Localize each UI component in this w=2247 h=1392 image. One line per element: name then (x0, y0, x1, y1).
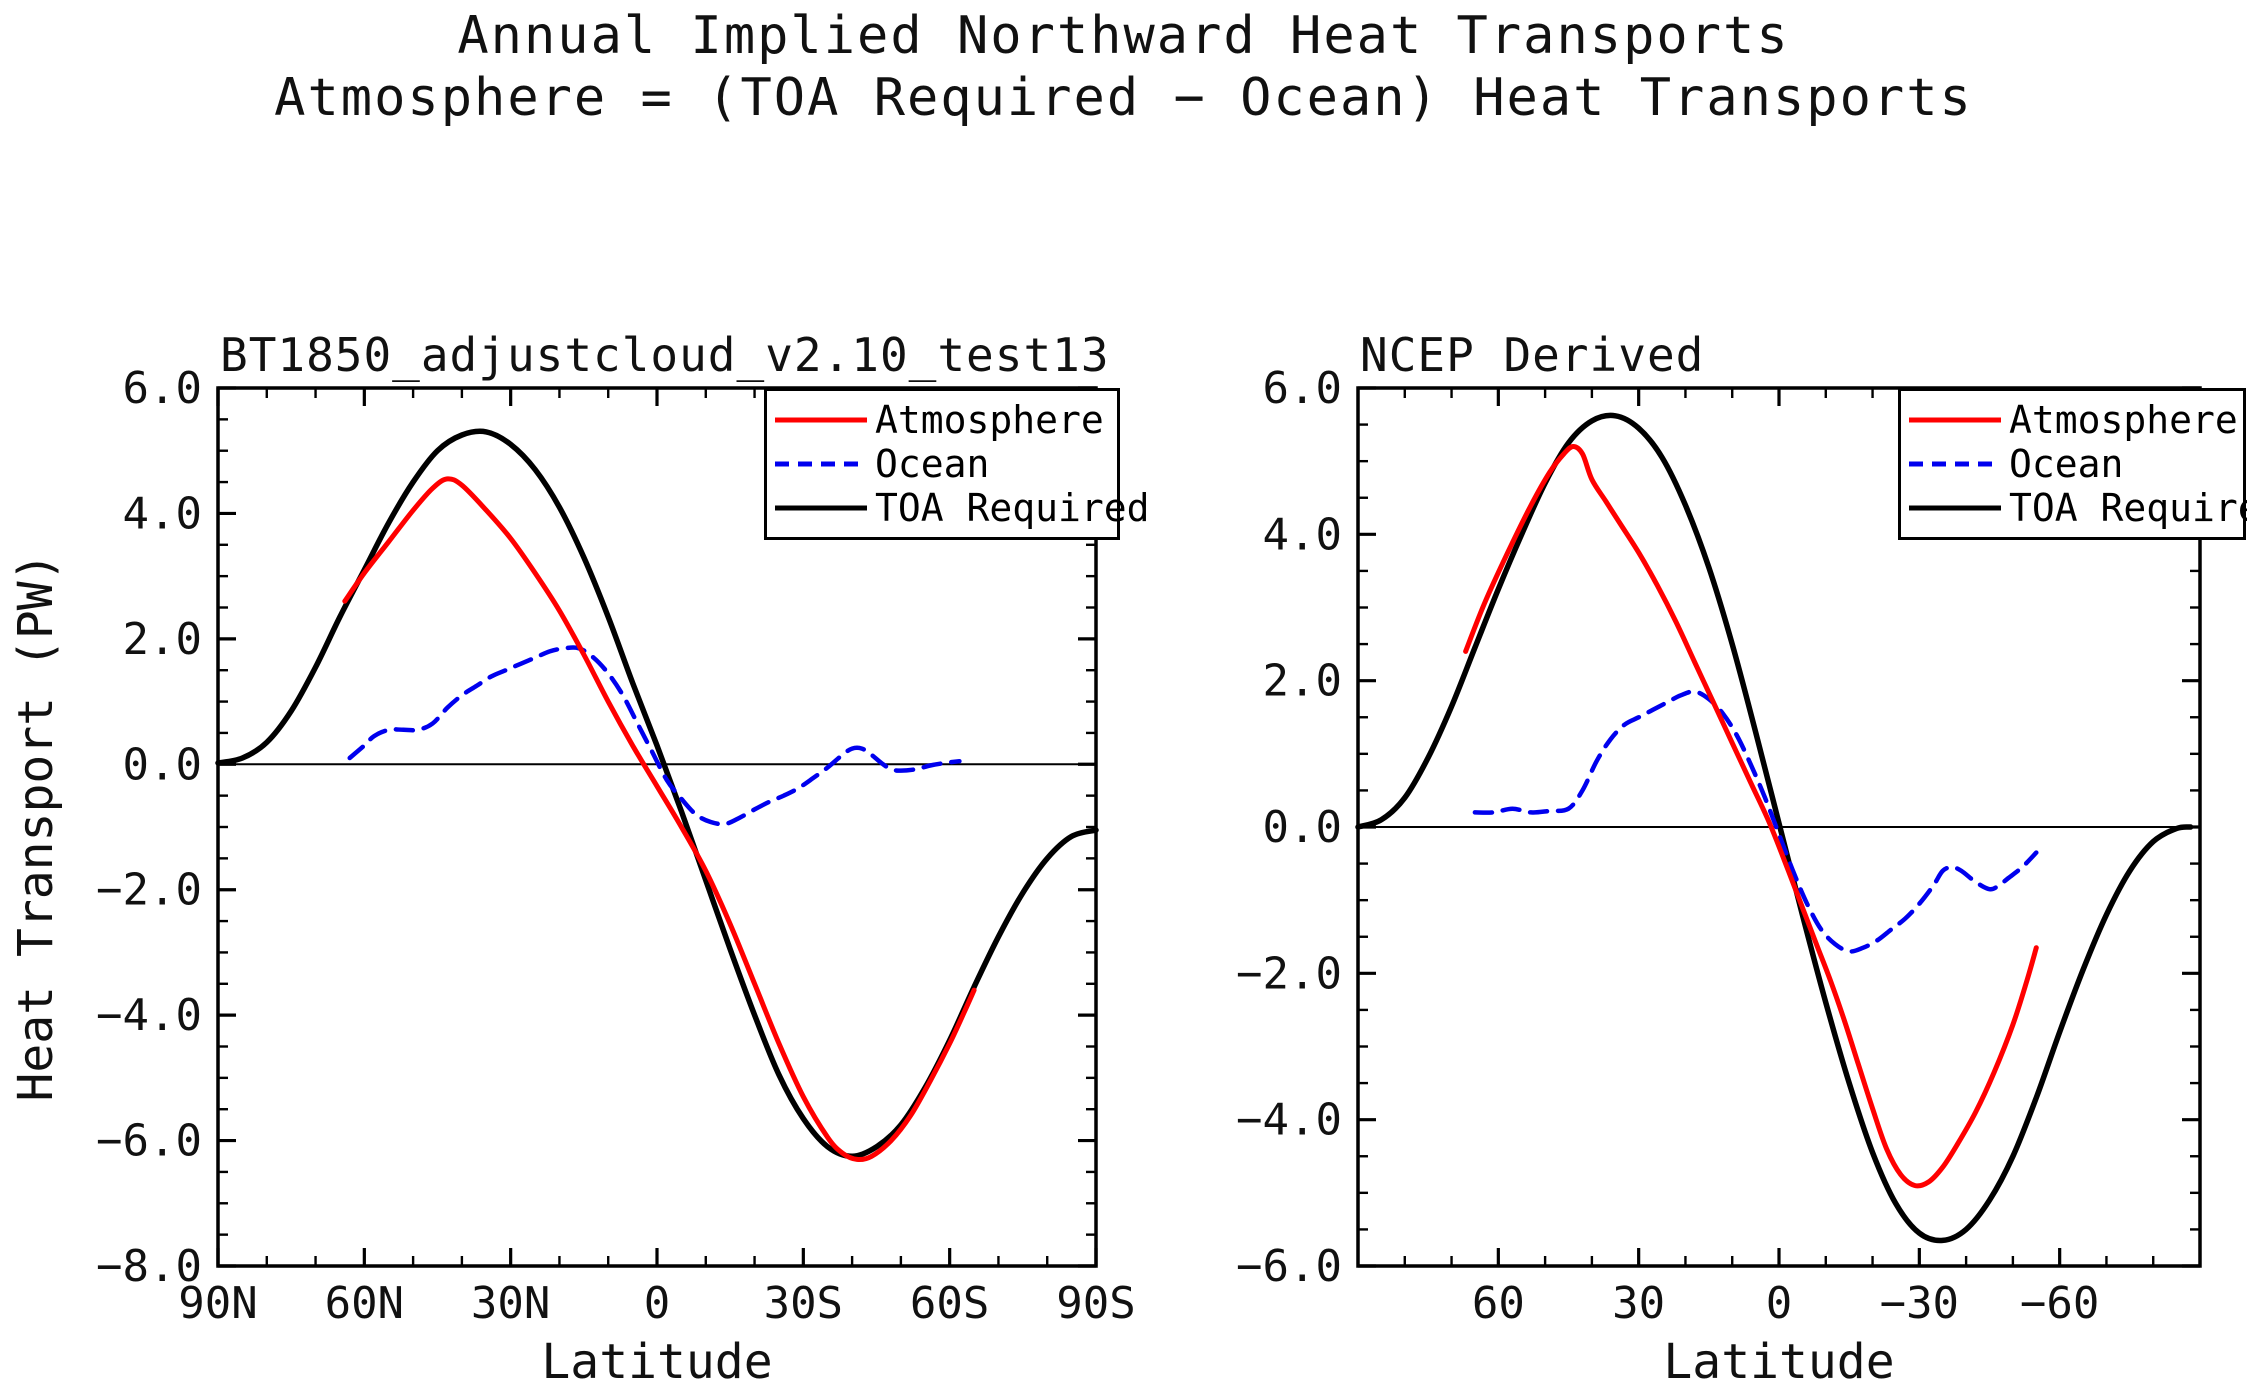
legend-line-toa-icon (1909, 505, 2001, 511)
y-tick-label: 4.0 (1263, 509, 1342, 560)
legend-label-toa: TOA Required (2009, 486, 2247, 530)
y-tick-label: 0.0 (123, 739, 202, 790)
x-tick-label: 90S (1056, 1278, 1135, 1329)
legend-item-atmosphere: Atmosphere (1909, 401, 2239, 439)
y-tick-label: −2.0 (96, 865, 202, 916)
panel-0: 90N 60N 30N 0 30S 60S 90S 6.0 4.0 2.0 0.0 −2.0 −4.0 −… (96, 363, 1136, 1329)
x-tick-label: 60S (910, 1278, 989, 1329)
legend-label-ocean: Ocean (2009, 442, 2124, 486)
legend-line-toa-icon (775, 505, 867, 511)
x-tick-label: −60 (2020, 1278, 2099, 1329)
legend-line-atmosphere-icon (1909, 417, 2001, 423)
legend-left: Atmosphere Ocean TOA Required (764, 388, 1150, 540)
y-tick-label: 6.0 (123, 363, 202, 414)
x-tick-label: 30 (1612, 1278, 1665, 1329)
x-tick-label: 60 (1472, 1278, 1525, 1329)
x-axis-label-right: Latitude (1663, 1334, 1895, 1390)
ocean-curve (1472, 689, 2039, 954)
atmosphere-curve (342, 476, 977, 1163)
x-tick-label: 90N (178, 1278, 257, 1329)
legend-item-ocean: Ocean (775, 445, 1113, 483)
legend-item-ocean: Ocean (1909, 445, 2239, 483)
y-tick-label: 6.0 (1263, 363, 1342, 414)
panel-title-right: NCEP Derived (1360, 328, 1705, 382)
y-tick-label: −6.0 (1236, 1241, 1342, 1292)
y-tick-label: −6.0 (96, 1116, 202, 1167)
atmosphere-curve (1463, 444, 2039, 1189)
ocean-curve (347, 645, 962, 827)
legend-line-atmosphere-icon (775, 417, 867, 423)
legend-label-atmosphere: Atmosphere (875, 398, 1104, 442)
y-tick-label: 2.0 (123, 614, 202, 665)
figure-title-line1: Annual Implied Northward Heat Transports (457, 6, 1790, 66)
y-tick-label: 2.0 (1263, 656, 1342, 707)
figure-title-line2: Atmosphere = (TOA Required − Ocean) Heat… (274, 68, 1973, 128)
legend-line-ocean-icon (775, 461, 867, 467)
x-tick-label: 60N (325, 1278, 404, 1329)
legend-label-atmosphere: Atmosphere (2009, 398, 2238, 442)
x-axis-label-left: Latitude (541, 1334, 773, 1390)
toa-curve (215, 428, 1099, 1160)
x-tick-label: 0 (644, 1278, 671, 1329)
y-tick-label: −2.0 (1236, 948, 1342, 999)
y-tick-label: 0.0 (1263, 802, 1342, 853)
y-tick-label: −8.0 (96, 1241, 202, 1292)
panel-title-left: BT1850_adjustcloud_v2.10_test13 (220, 328, 1110, 382)
legend-item-atmosphere: Atmosphere (775, 401, 1113, 439)
x-tick-label: 30N (471, 1278, 550, 1329)
y-tick-label: −4.0 (1236, 1095, 1342, 1146)
legend-right: Atmosphere Ocean TOA Required (1898, 388, 2247, 540)
legend-item-toa: TOA Required (775, 489, 1150, 527)
panel-1: 60 30 0 −30 −60 6.0 4.0 2.0 0.0 −2.0 −4.0 −6.0 (1236, 363, 2202, 1329)
legend-label-toa: TOA Required (875, 486, 1150, 530)
x-tick-label: 0 (1766, 1278, 1793, 1329)
toa-curve (1355, 412, 2194, 1244)
x-tick-label: −30 (1880, 1278, 1959, 1329)
y-tick-label: 4.0 (123, 488, 202, 539)
legend-line-ocean-icon (1909, 461, 2001, 467)
legend-label-ocean: Ocean (875, 442, 990, 486)
y-tick-label: −4.0 (96, 990, 202, 1041)
legend-item-toa: TOA Required (1909, 489, 2247, 527)
x-tick-label: 30S (764, 1278, 843, 1329)
